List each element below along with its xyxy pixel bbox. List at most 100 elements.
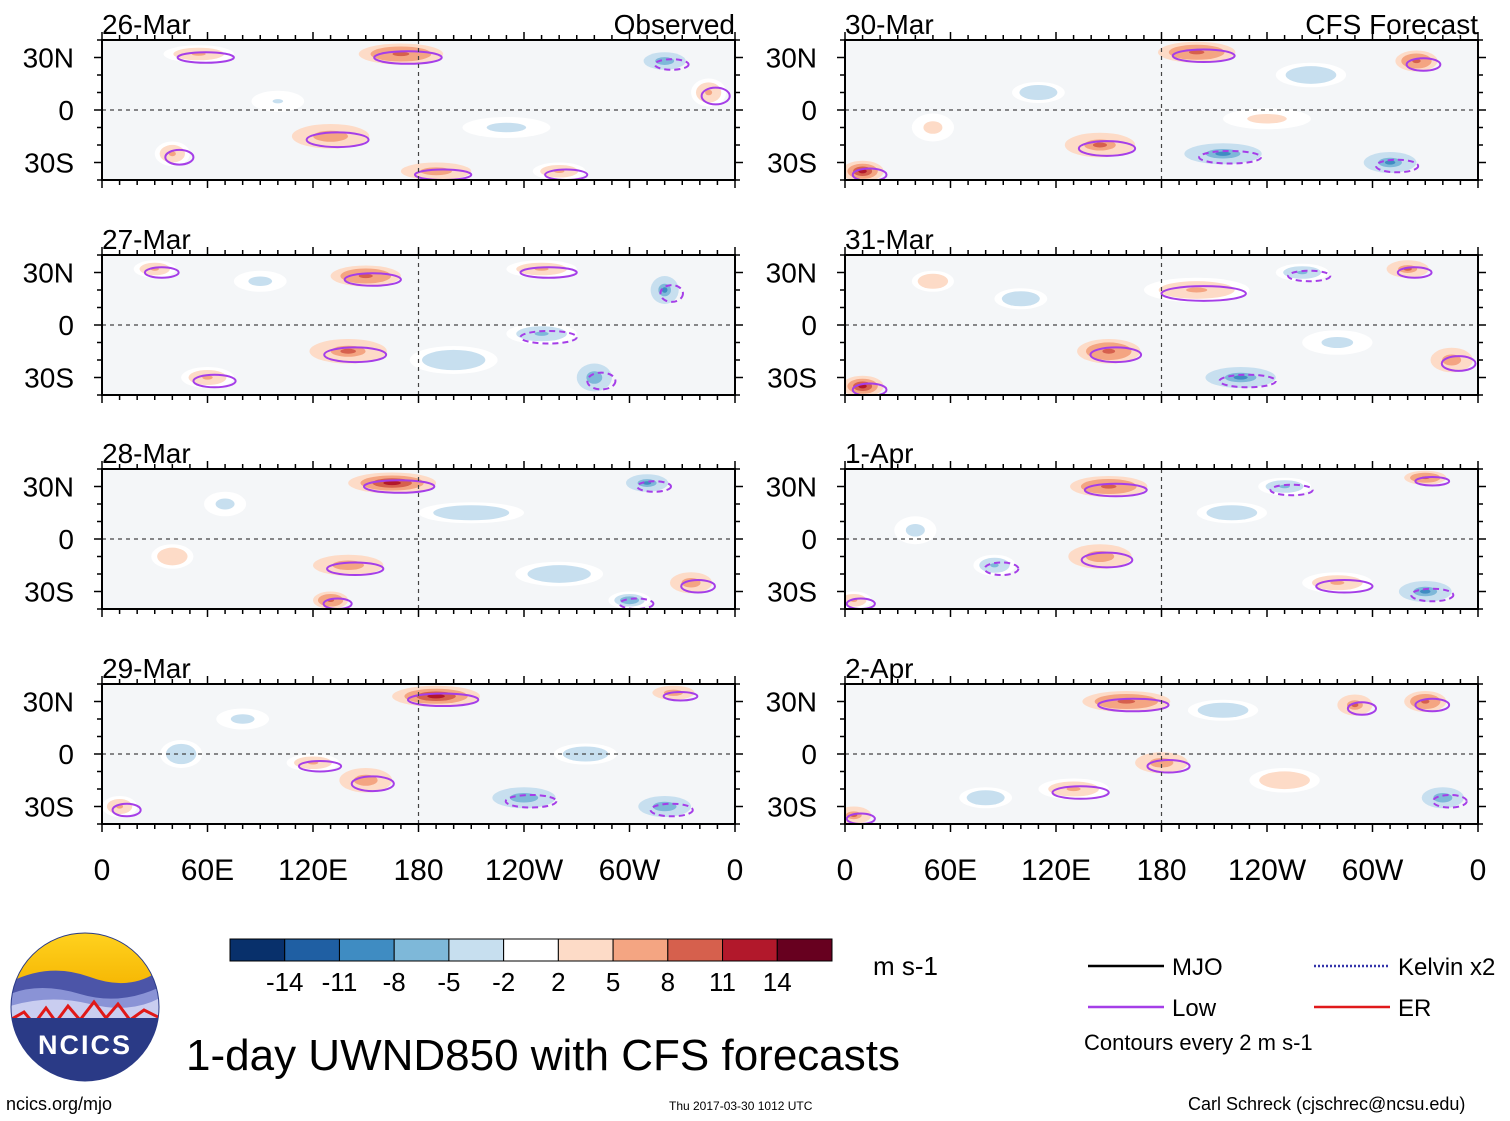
anomaly-blob (254, 279, 266, 284)
low-contour (323, 346, 388, 364)
low-contour (406, 692, 480, 708)
colorbar-tick-label: 2 (551, 967, 565, 997)
colorbar-tick-label: 8 (661, 967, 675, 997)
anomaly-blob (322, 133, 339, 139)
anomaly-blob (1447, 357, 1456, 363)
x-tick-label: 0 (837, 854, 854, 887)
low-contour (618, 597, 655, 609)
colorbar-tick-label: 5 (606, 967, 620, 997)
legend-label: MJO (1172, 954, 1223, 981)
anomaly-blob (1330, 340, 1345, 345)
low-contour (1440, 355, 1477, 372)
panel-field (102, 469, 735, 609)
map-panel: 30N 0 30S 1-Apr (766, 438, 1486, 617)
map-panel: 30N 0 30S 2-Apr 0 60E 120E 180 120W 60W 0 (766, 653, 1487, 887)
y-tick-label: 30S (24, 792, 74, 823)
low-contour (1089, 346, 1143, 364)
x-tick-label: 180 (1136, 854, 1186, 887)
panel-field (845, 684, 1478, 824)
map-panel: 30N 0 30S 31-Mar (766, 224, 1486, 403)
x-tick-label: 60W (599, 854, 661, 887)
y-tick-label: 0 (801, 739, 817, 770)
panel-date-label: 27-Mar (102, 224, 191, 255)
y-tick-label: 30N (766, 43, 817, 74)
anomaly-blob (911, 527, 920, 534)
anomaly-blob (1092, 142, 1107, 148)
low-contour (143, 266, 180, 279)
low-contour (544, 168, 589, 180)
low-contour (111, 802, 142, 818)
anomaly-blob (444, 357, 463, 363)
low-contour (1315, 578, 1374, 594)
figure-title: 1-day UWND850 with CFS forecasts (186, 1031, 900, 1080)
y-tick-label: 30N (766, 687, 817, 718)
colorbar-tick-label: -8 (383, 967, 406, 997)
low-contour (1431, 793, 1468, 809)
low-contour (504, 793, 558, 809)
colorbar-swatch (393, 938, 450, 962)
anomaly-blob (1438, 795, 1448, 800)
anomaly-blob (383, 480, 401, 486)
anomaly-blob (1215, 151, 1231, 156)
low-contour (1146, 758, 1191, 774)
anomaly-blob (1419, 589, 1431, 594)
y-tick-label: 30N (23, 43, 74, 74)
y-tick-label: 30N (23, 687, 74, 718)
low-contour (1097, 697, 1170, 713)
low-contour (164, 148, 195, 166)
anomaly-blob (220, 501, 230, 507)
anomaly-blob (661, 287, 668, 293)
y-tick-label: 0 (58, 95, 74, 126)
map-panel: 30N 0 30S 27-Mar (23, 224, 743, 403)
anomaly-blob (341, 563, 356, 568)
map-panel: 30N 0 30S 26-Mar Observed (23, 9, 743, 188)
anomaly-blob (202, 375, 213, 380)
anomaly-blob (237, 716, 248, 722)
anomaly-blob (1233, 375, 1248, 380)
anomaly-blob (705, 89, 713, 96)
map-panel: 30N 0 30S 30-Mar CFS Forecast (766, 9, 1486, 188)
low-contour (636, 480, 672, 493)
anomaly-blob (427, 694, 445, 699)
anomaly-blob (1330, 580, 1345, 585)
y-tick-label: 30S (24, 148, 74, 179)
low-contour (680, 578, 716, 594)
low-contour (851, 167, 888, 180)
low-contour (519, 266, 578, 279)
anomaly-blob (1015, 296, 1027, 301)
x-tick-label: 60E (924, 854, 977, 887)
anomaly-blob (340, 348, 356, 354)
panel-date-label: 1-Apr (845, 438, 913, 469)
colorbar-swatch (722, 938, 778, 962)
anomaly-blob (272, 99, 284, 104)
colorbar: -14 -11 -8 -5 -2 2 5 8 11 14 (229, 938, 833, 997)
x-tick-label: 180 (393, 854, 443, 887)
colorbar-swatch (503, 938, 559, 962)
legend-label: Kelvin x2 (1398, 954, 1495, 981)
colorbar-swatch (448, 938, 505, 962)
map-panel: 30N 0 30S 28-Mar (23, 438, 743, 617)
anomaly-blob (1277, 777, 1292, 783)
low-contour (700, 86, 731, 106)
ncics-logo: NCICS (10, 932, 160, 1082)
anomaly-blob (1224, 510, 1239, 515)
low-contour (1083, 482, 1148, 498)
low-contour (519, 329, 578, 345)
low-contour (1405, 57, 1442, 72)
anomaly-blob (1188, 50, 1205, 55)
y-tick-label: 30S (767, 363, 817, 394)
legend-label: ER (1398, 995, 1431, 1022)
panel-field (845, 40, 1478, 180)
y-tick-label: 0 (801, 310, 817, 341)
anomaly-blob (1066, 786, 1081, 792)
x-tick-label: 120E (1021, 854, 1091, 887)
colorbar-swatch (612, 938, 669, 962)
low-contour (662, 691, 699, 702)
anomaly-blob (360, 777, 372, 783)
y-tick-label: 0 (58, 739, 74, 770)
anomaly-blob (659, 804, 670, 809)
x-tick-label: 60E (181, 854, 234, 887)
colorbar-tick-label: 11 (709, 967, 736, 997)
anomaly-blob (517, 795, 531, 800)
logo-text: NCICS (38, 1030, 132, 1060)
